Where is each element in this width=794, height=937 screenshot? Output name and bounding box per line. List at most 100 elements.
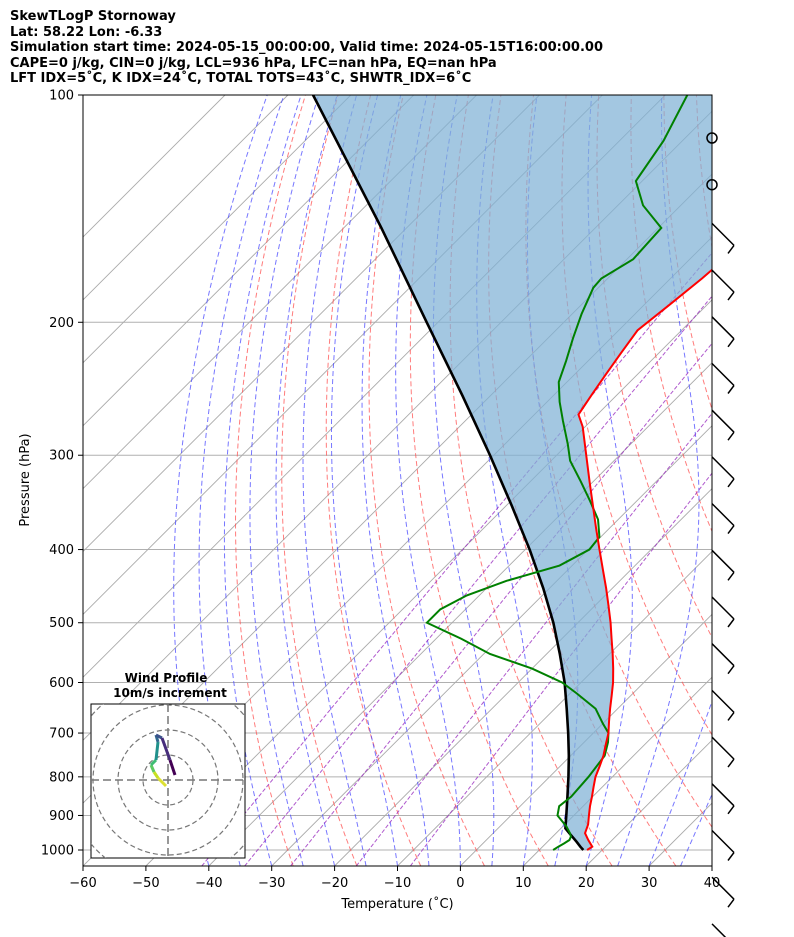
barb-staff (711, 456, 735, 480)
dry-adiabat (235, 95, 306, 866)
temperature-line (577, 268, 712, 851)
barb-staff (711, 783, 735, 807)
barb-flag (727, 665, 735, 675)
hodograph-segment (152, 771, 160, 779)
wind-barb (711, 876, 735, 908)
moist-adiabat (680, 793, 712, 866)
x-tick-label: 40 (704, 876, 721, 891)
barb-staff (711, 643, 735, 667)
moist-adiabat (648, 699, 712, 866)
y-tick-label: 900 (49, 809, 74, 824)
mixing-ratio-line (290, 342, 712, 866)
moist-adiabat (361, 95, 430, 866)
y-tick-label: 700 (49, 727, 74, 742)
hodograph-segment (154, 741, 160, 761)
barb-flag (727, 571, 735, 581)
isotherm (334, 487, 712, 866)
dry-adiabat (281, 95, 358, 866)
y-tick-label: 600 (49, 676, 74, 691)
x-tick-label: 10 (515, 876, 532, 891)
barb-flag (727, 805, 735, 815)
calm-circle (706, 132, 718, 144)
isotherm (83, 95, 226, 238)
moist-adiabat (223, 95, 302, 866)
hodograph-segment (155, 733, 163, 740)
barb-staff (711, 829, 735, 854)
barb-flag (727, 711, 735, 721)
y-tick-label: 100 (49, 89, 74, 104)
wind-barb (711, 269, 735, 301)
x-tick-label: 30 (641, 876, 658, 891)
y-tick-label: 800 (49, 770, 74, 785)
x-axis-label: Temperature (˚C) (340, 896, 453, 912)
barb-staff (711, 409, 735, 433)
dry-adiabat (409, 95, 549, 866)
indices-line-1: CAPE=0 j/kg, CIN=0 j/kg, LCL=936 hPa, LF… (10, 55, 497, 71)
barb-staff (711, 222, 735, 246)
barb-staff (711, 549, 735, 573)
x-tick-label: 0 (456, 876, 464, 891)
mixing-ratio-line (409, 472, 712, 866)
y-tick-label: 500 (49, 616, 74, 631)
barb-staff (711, 316, 735, 340)
wind-barb (711, 923, 727, 937)
barb-staff (711, 923, 727, 937)
wind-barb (711, 643, 735, 675)
isotherm (522, 676, 712, 866)
wind-barb (706, 132, 718, 144)
wind-barb (711, 362, 735, 394)
barb-staff (711, 596, 735, 620)
hodograph-segment (156, 776, 168, 788)
dry-adiabat (449, 95, 613, 866)
isotherm (775, 95, 794, 866)
wind-barb (711, 409, 735, 441)
x-tick-label: −30 (258, 876, 285, 891)
moist-adiabat (198, 95, 285, 866)
wind-barb (706, 178, 718, 191)
x-tick-label: −40 (195, 876, 222, 891)
isotherm (83, 95, 415, 427)
location-line: Lat: 58.22 Lon: -6.33 (10, 24, 163, 40)
dry-adiabat (368, 95, 485, 866)
isotherm (83, 95, 352, 364)
dry-adiabat (729, 95, 794, 866)
wind-barb (711, 596, 735, 628)
isotherm (83, 95, 289, 301)
dry-adiabat (663, 95, 712, 411)
barb-staff (711, 503, 735, 527)
barb-flag (727, 431, 735, 441)
wind-barb (711, 549, 735, 581)
hodograph-subtitle: 10m/s increment (113, 686, 227, 700)
x-tick-label: −20 (321, 876, 348, 891)
wind-barb (711, 456, 735, 488)
hodograph-segment (168, 759, 177, 776)
barb-flag (727, 338, 735, 348)
barb-flag (727, 898, 735, 908)
wind-barb (711, 222, 735, 254)
barb-flag (727, 618, 735, 628)
isotherm (271, 425, 712, 866)
hodograph-segment (149, 764, 156, 773)
barb-flag (727, 385, 735, 394)
barb-staff (711, 362, 735, 387)
barb-flag (727, 525, 735, 535)
moist-adiabat (173, 95, 268, 866)
barb-flag (727, 852, 735, 861)
mixing-ratio-line (244, 295, 712, 866)
barb-staff (711, 689, 735, 713)
isotherm (83, 95, 477, 490)
x-tick-label: 20 (578, 876, 595, 891)
barb-staff (711, 736, 735, 760)
barb-flag (727, 244, 735, 254)
barb-flag (727, 478, 735, 488)
parcel-profile-line (311, 95, 585, 851)
wind-barb (711, 736, 735, 768)
wind-barb (711, 689, 735, 721)
mixing-ratio-line (355, 412, 712, 866)
x-tick-label: −50 (132, 876, 159, 891)
indices-line-2: LFT IDX=5˚C, K IDX=24˚C, TOTAL TOTS=43˚C… (10, 71, 472, 87)
barb-staff (711, 876, 735, 900)
hodograph-segment (149, 758, 158, 767)
dewpoint-line (425, 95, 689, 851)
